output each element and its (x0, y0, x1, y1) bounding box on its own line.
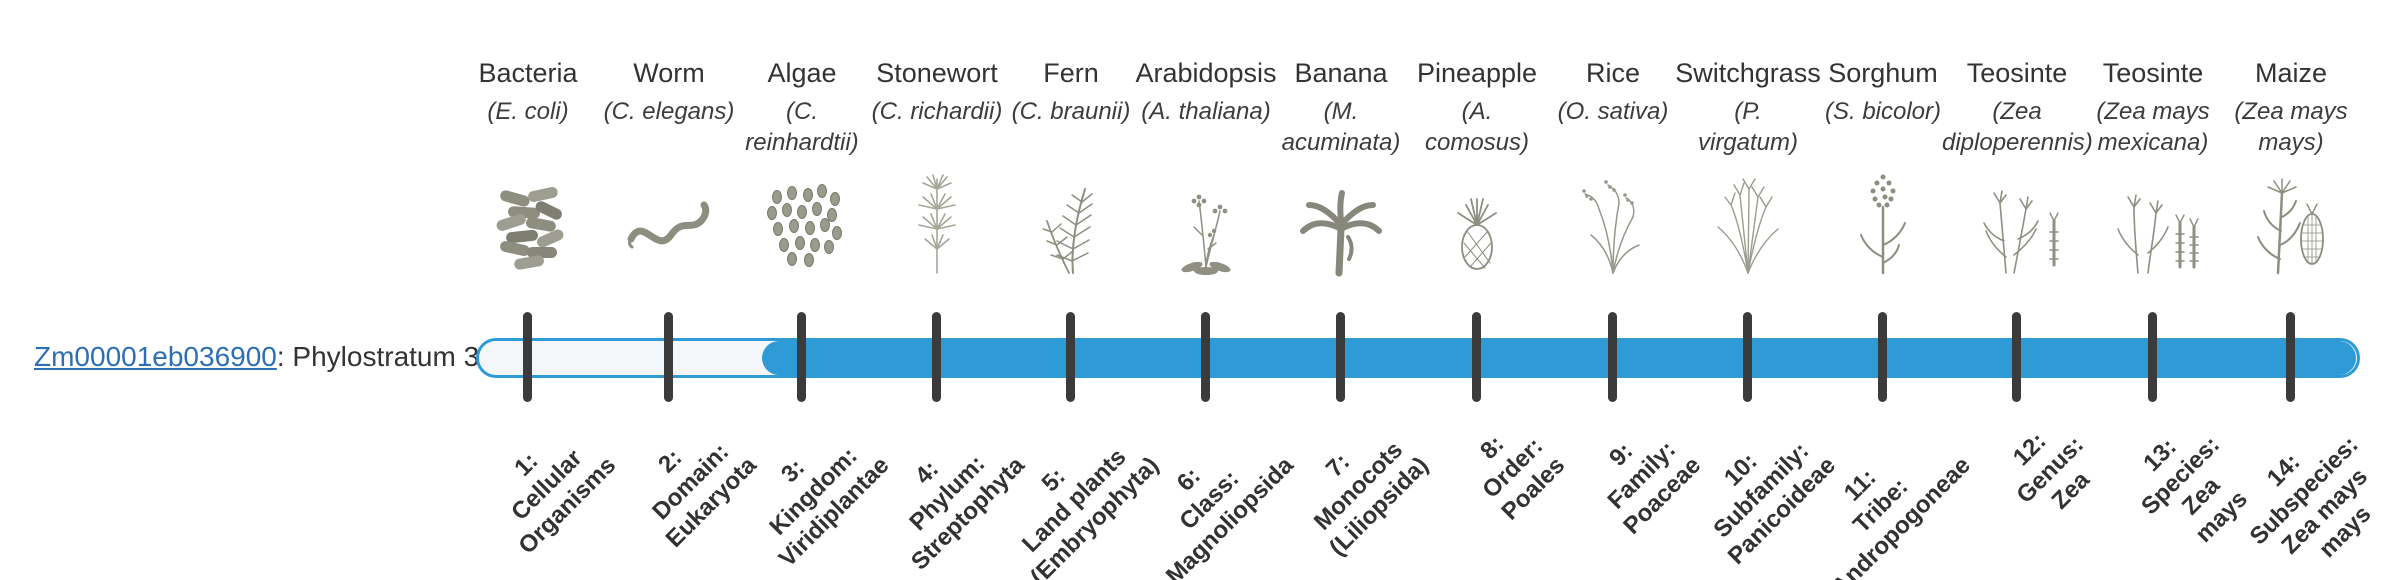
column-arabidopsis: Arabidopsis (A. thaliana) (1131, 58, 1281, 277)
fern-icon (996, 162, 1146, 277)
organism-scientific-name: (C. richardii) (871, 98, 1003, 125)
organism-name: Worm (633, 58, 705, 88)
maize-icon (2216, 162, 2366, 277)
organism-name: Arabidopsis (1135, 58, 1277, 88)
organism-scientific-name: (A. comosus) (1424, 98, 1530, 156)
timeline-tick-5 (1066, 312, 1075, 402)
organism-scientific-name: (Zea mays mays) (2234, 98, 2348, 156)
timeline-fill (762, 341, 2356, 375)
switchgrass-icon (1673, 162, 1823, 277)
timeline-tick-10 (1743, 312, 1752, 402)
organism-name: Rice (1585, 58, 1640, 88)
timeline-tick-9 (1608, 312, 1617, 402)
teosinte-mexicana-icon (2078, 162, 2228, 277)
timeline-tick-14 (2286, 312, 2295, 402)
column-rice: Rice (O. sativa) (1538, 58, 1688, 277)
timeline-tick-11 (1878, 312, 1887, 402)
worm-icon (594, 162, 744, 277)
organism-scientific-name: (C. braunii) (1011, 98, 1131, 125)
organism-scientific-name: (Zea diploperennis) (1942, 98, 2093, 156)
arabidopsis-icon (1131, 162, 1281, 277)
organism-name: Banana (1294, 58, 1388, 88)
stonewort-icon (862, 162, 1012, 277)
organism-scientific-name: (C. reinhardtii) (745, 98, 859, 156)
phylostratum-text: : Phylostratum 3 (276, 341, 480, 372)
organism-scientific-name: (Zea mays mexicana) (2096, 98, 2210, 156)
gene-id-link[interactable]: Zm00001eb036900 (34, 341, 277, 372)
organism-name: Bacteria (478, 58, 578, 88)
column-sorghum: Sorghum (S. bicolor) (1808, 58, 1958, 277)
column-maize: Maize (Zea mays mays) (2216, 58, 2366, 277)
column-teosinte-mexicana: Teosinte (Zea mays mexicana) (2078, 58, 2228, 277)
organism-scientific-name: (E. coli) (487, 98, 569, 125)
teosinte-diploperennis-icon (1942, 162, 2092, 277)
banana-icon (1266, 162, 1416, 277)
timeline-tick-13 (2148, 312, 2157, 402)
organism-name: Pineapple (1416, 58, 1538, 88)
organism-name: Teosinte (2102, 58, 2204, 88)
organism-scientific-name: (A. thaliana) (1141, 98, 1271, 125)
organism-scientific-name: (P. virgatum) (1697, 98, 1799, 156)
organism-name: Stonewort (876, 58, 998, 88)
timeline-tick-2 (664, 312, 673, 402)
timeline-tick-3 (797, 312, 806, 402)
pineapple-icon (1402, 162, 1552, 277)
organism-name: Sorghum (1828, 58, 1938, 88)
organism-scientific-name: (O. sativa) (1557, 98, 1669, 125)
timeline-tick-7 (1336, 312, 1345, 402)
timeline-tick-4 (932, 312, 941, 402)
algae-icon (727, 162, 877, 277)
column-banana: Banana (M. acuminata) (1266, 58, 1416, 277)
column-worm: Worm (C. elegans) (594, 58, 744, 277)
organism-name: Fern (1043, 58, 1099, 88)
column-teosinte-diploperennis: Teosinte (Zea diploperennis) (1942, 58, 2093, 277)
timeline-tick-8 (1472, 312, 1481, 402)
timeline-tick-12 (2012, 312, 2021, 402)
rice-icon (1538, 162, 1688, 277)
organism-name: Algae (767, 58, 837, 88)
organism-scientific-name: (C. elegans) (603, 98, 735, 125)
organism-name: Switchgrass (1675, 58, 1821, 88)
column-switchgrass: Switchgrass (P. virgatum) (1673, 58, 1823, 277)
column-bacteria: Bacteria (E. coli) (453, 58, 603, 277)
organism-name: Teosinte (1966, 58, 2068, 88)
timeline-tick-6 (1201, 312, 1210, 402)
organism-name: Maize (2254, 58, 2328, 88)
bacteria-icon (453, 162, 603, 277)
sorghum-icon (1808, 162, 1958, 277)
column-fern: Fern (C. braunii) (996, 58, 1146, 277)
column-algae: Algae (C. reinhardtii) (727, 58, 877, 277)
gene-label: Zm00001eb036900: Phylostratum 3 (34, 340, 479, 374)
organism-scientific-name: (S. bicolor) (1824, 98, 1942, 125)
organism-scientific-name: (M. acuminata) (1281, 98, 1401, 156)
timeline-tick-1 (523, 312, 532, 402)
column-stonewort: Stonewort (C. richardii) (862, 58, 1012, 277)
column-pineapple: Pineapple (A. comosus) (1402, 58, 1552, 277)
